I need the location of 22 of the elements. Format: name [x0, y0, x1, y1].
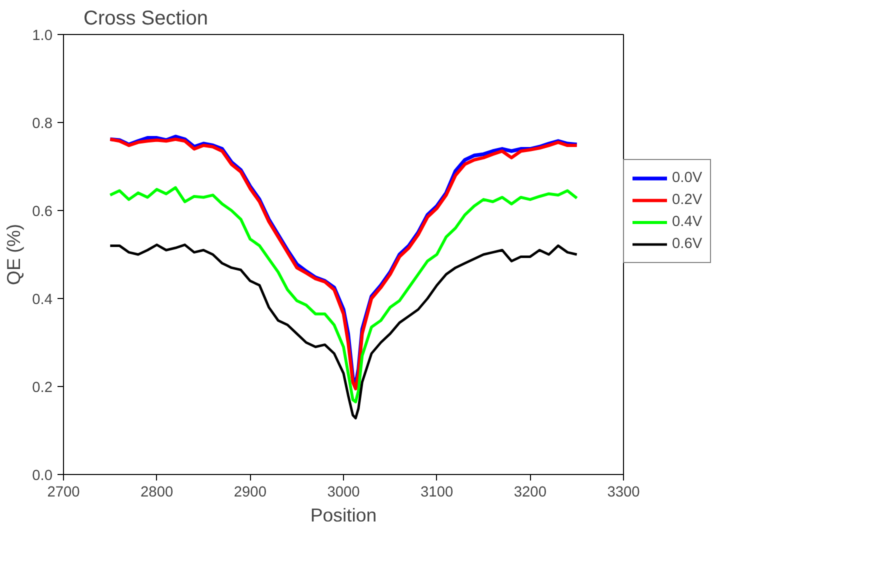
y-tick-label: 0.6: [32, 204, 52, 220]
chart-title: Cross Section: [84, 8, 208, 30]
y-tick-label: 0.2: [32, 380, 52, 396]
x-axis-title: Position: [310, 504, 377, 526]
x-tick-label: 2800: [140, 484, 174, 500]
x-tick-label: 3000: [327, 484, 360, 500]
y-tick-label: 0.8: [32, 116, 52, 132]
y-tick-label: 0.4: [32, 292, 52, 308]
line-series: [108, 244, 578, 420]
x-tick-label: 3200: [514, 484, 546, 500]
x-tick-label: 3100: [420, 484, 454, 500]
y-axis-title: QE (%): [3, 224, 24, 286]
legend-label: 0.4V: [672, 214, 702, 230]
legend-label: 0.2V: [672, 192, 702, 208]
y-tick-label: 1.0: [32, 28, 52, 44]
x-tick-label: 3300: [607, 484, 640, 500]
x-tick-label: 2700: [47, 484, 80, 500]
line-series: [108, 186, 578, 404]
x-tick-label: 2900: [234, 484, 266, 500]
legend-label: 0.0V: [672, 170, 702, 186]
legend-label: 0.6V: [672, 236, 702, 252]
y-tick-label: 0.0: [32, 468, 52, 484]
